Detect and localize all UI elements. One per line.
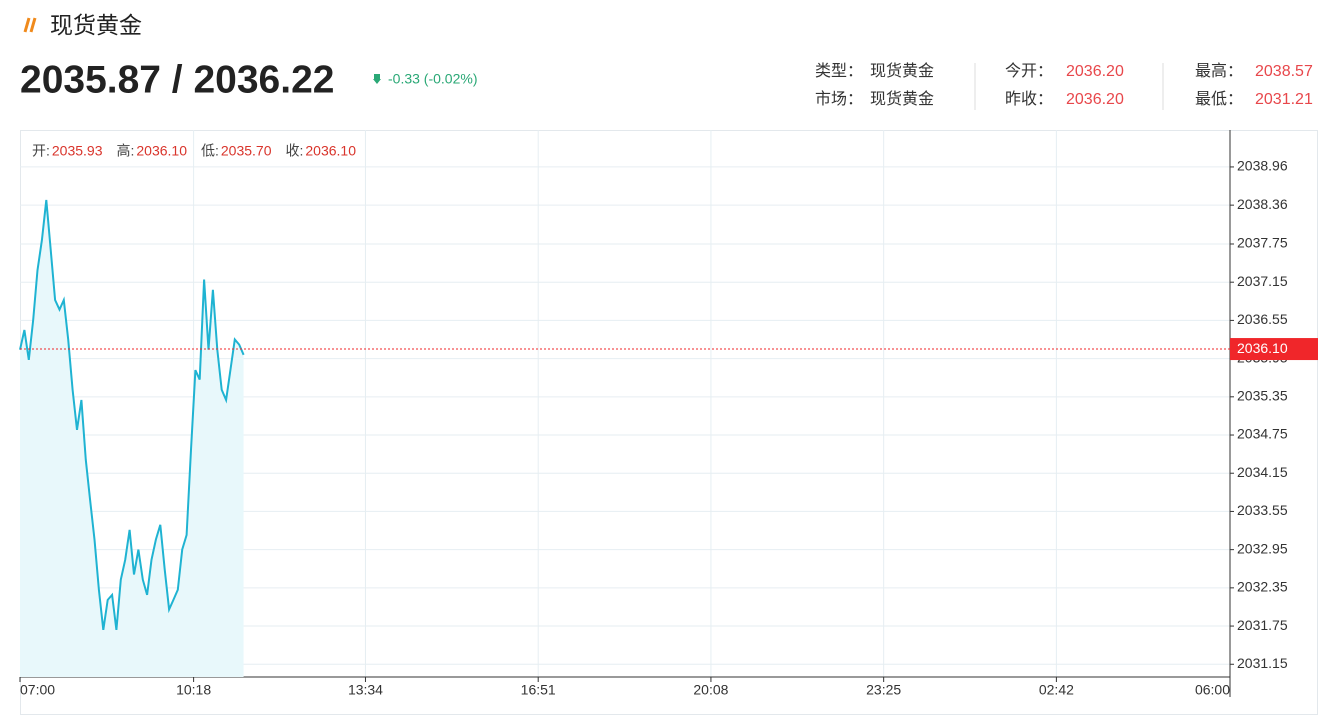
y-tick-label: 2038.36 bbox=[1237, 196, 1288, 212]
price-change: -0.33 (-0.02%) bbox=[388, 71, 477, 87]
page-title: 现货黄金 bbox=[50, 12, 142, 38]
last-price-label: 2036.10 bbox=[1237, 340, 1288, 356]
x-tick-label: 07:00 bbox=[20, 682, 55, 698]
ohlc-value: 2036.10 bbox=[136, 143, 187, 159]
stat-label: 最高： bbox=[1195, 62, 1243, 80]
ohlc-value: 2035.93 bbox=[52, 143, 103, 159]
y-tick-label: 2034.15 bbox=[1237, 464, 1288, 480]
x-tick-label: 02:42 bbox=[1039, 682, 1074, 698]
x-tick-label: 20:08 bbox=[693, 682, 728, 698]
ohlc-label: 低: bbox=[201, 143, 219, 159]
last-price-box bbox=[1230, 338, 1318, 361]
ohlc-label: 收: bbox=[286, 143, 304, 159]
stat-label: 市场： bbox=[815, 90, 863, 108]
stat-label: 今开： bbox=[1005, 62, 1053, 80]
y-tick-label: 2033.55 bbox=[1237, 502, 1288, 518]
y-tick-label: 2034.75 bbox=[1237, 426, 1288, 442]
x-tick-label: 06:00 bbox=[1195, 682, 1230, 698]
x-tick-label: 10:18 bbox=[176, 682, 211, 698]
stat-value: 2038.57 bbox=[1255, 63, 1313, 80]
ohlc-label: 高: bbox=[117, 143, 135, 159]
y-tick-label: 2032.95 bbox=[1237, 540, 1288, 556]
y-tick-label: 2038.96 bbox=[1237, 158, 1288, 174]
stat-value: 现货黄金 bbox=[870, 62, 934, 80]
price: 2035.87 / 2036.22 bbox=[20, 58, 334, 101]
stat-label: 最低： bbox=[1195, 90, 1243, 108]
x-tick-label: 16:51 bbox=[521, 682, 556, 698]
stat-label: 类型： bbox=[815, 62, 863, 80]
logo-icon bbox=[23, 17, 37, 33]
ohlc-value: 2036.10 bbox=[305, 143, 356, 159]
stat-value: 2031.21 bbox=[1255, 91, 1313, 108]
area-fill bbox=[20, 200, 244, 677]
x-tick-label: 13:34 bbox=[348, 682, 383, 698]
stat-value: 现货黄金 bbox=[870, 90, 934, 108]
stat-value: 2036.20 bbox=[1066, 63, 1124, 80]
x-tick-label: 23:25 bbox=[866, 682, 901, 698]
stat-value: 2036.20 bbox=[1066, 91, 1124, 108]
y-tick-label: 2031.15 bbox=[1237, 655, 1288, 671]
ohlc-label: 开: bbox=[32, 143, 50, 159]
y-tick-label: 2037.15 bbox=[1237, 273, 1288, 289]
y-tick-label: 2031.75 bbox=[1237, 617, 1288, 633]
y-tick-label: 2032.35 bbox=[1237, 579, 1288, 595]
y-tick-label: 2035.35 bbox=[1237, 388, 1288, 404]
y-tick-label: 2037.75 bbox=[1237, 235, 1288, 251]
down-arrow bbox=[373, 74, 381, 84]
y-tick-label: 2036.55 bbox=[1237, 311, 1288, 327]
stat-label: 昨收： bbox=[1005, 90, 1053, 108]
ohlc-value: 2035.70 bbox=[221, 143, 272, 159]
price-line bbox=[19, 199, 245, 631]
